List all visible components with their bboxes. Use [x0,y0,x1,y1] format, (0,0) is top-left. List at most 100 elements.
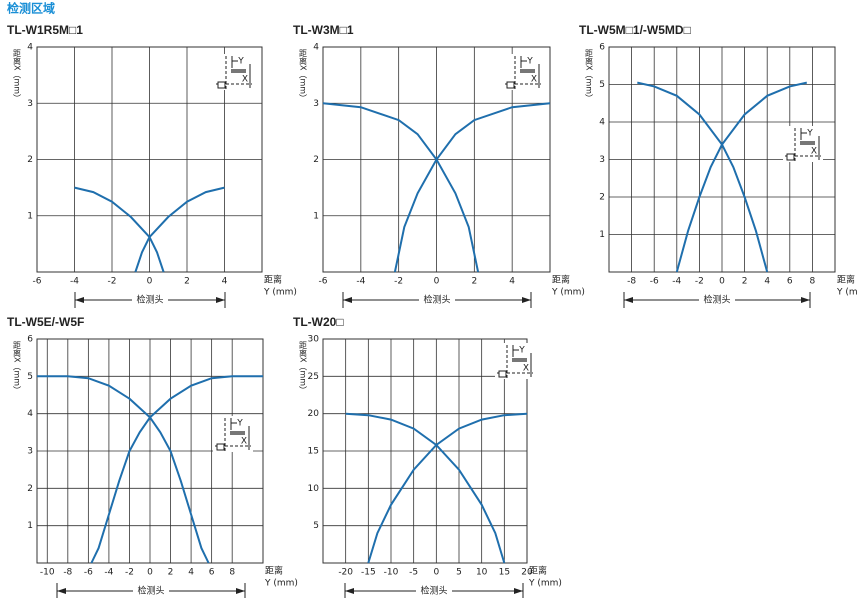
y-axis-label: 距离X（mm） [13,49,22,102]
y-tick-label: 3 [599,155,605,165]
annotation: 检测头 [136,294,163,306]
diagram-label: X [523,364,529,374]
x-tick-label: -10 [40,568,55,578]
y-tick-label: 6 [599,43,605,53]
y-tick-label: 2 [27,484,33,494]
y-tick-label: 1 [27,211,33,221]
x-tick-label: -2 [125,568,134,578]
y-tick-label: 5 [27,372,33,382]
diagram-label: Y [237,57,244,67]
y-tick-label: 15 [308,447,319,457]
x-tick-label: 5 [456,568,462,578]
y-tick-label: 5 [313,521,319,531]
x-tick-label: 4 [764,277,770,287]
x-axis-label: Y (mm) [264,579,298,589]
diagram-label: X [811,147,817,157]
icon-sensor [786,153,795,161]
x-tick-label: -10 [384,568,399,578]
x-tick-label: -6 [33,277,42,287]
y-tick-label: 4 [599,118,605,128]
icon-sensor [506,81,515,89]
x-tick-label: 6 [787,277,793,287]
label-bg [132,294,168,306]
x-tick-label: 0 [147,568,153,578]
y-tick-label: 5 [599,80,605,90]
x-tick-label: 8 [229,568,235,578]
y-tick-label: 6 [27,335,33,345]
arrow-head [236,588,245,594]
label-bg [133,585,169,597]
arrow-head [522,297,531,303]
annotation: 检测头 [703,294,730,306]
x-tick-label: 0 [434,277,440,287]
x-tick-label: 2 [168,568,174,578]
label-bg [416,585,452,597]
x-tick-label: -8 [627,277,636,287]
icon-sensor [498,370,507,378]
y-axis-label: 距离X（mm） [299,49,308,102]
diagram-label: X [241,437,247,447]
arrow-head [216,297,225,303]
y-axis-label: 距离X（mm） [299,341,308,394]
x-tick-label: -5 [409,568,418,578]
arrow-head [624,297,633,303]
curve [74,186,165,273]
chart-title: TL-W5E/-W5F [7,315,84,329]
y-axis-label: 距离X（mm） [13,341,22,394]
curve [675,81,808,273]
x-tick-label: -6 [84,568,93,578]
y-tick-label: 2 [599,193,605,203]
curve [322,102,480,273]
x-tick-label: -15 [361,568,376,578]
y-tick-label: 3 [27,447,33,457]
y-tick-label: 4 [27,43,33,53]
y-tick-label: 1 [27,521,33,531]
icon-target [800,141,815,145]
icon-target [512,358,527,362]
diagram-label: X [242,75,248,85]
y-tick-label: 2 [27,155,33,165]
x-tick-label: 2 [471,277,477,287]
x-tick-label: -2 [108,277,117,287]
x-axis-label: 距离 [529,565,547,577]
y-tick-label: 3 [313,99,319,109]
icon-target [520,69,535,73]
arrow-head [514,588,523,594]
chart-title: TL-W1R5M□1 [7,23,83,37]
x-axis-label: 距离 [265,565,283,577]
arrow-head [801,297,810,303]
y-tick-label: 2 [313,155,319,165]
y-axis-label: 距离X（mm） [585,49,594,102]
y-tick-label: 4 [313,43,319,53]
diagram-label: Y [518,346,525,356]
diagram-label: X [531,75,537,85]
x-tick-label: -8 [63,568,72,578]
x-tick-label: 2 [742,277,748,287]
chart-title: TL-W20□ [293,315,344,329]
x-tick-label: -4 [104,568,113,578]
y-tick-label: 30 [308,335,320,345]
annotation: 检测头 [137,585,164,597]
y-tick-label: 25 [308,372,319,382]
curve [393,102,551,273]
x-tick-label: 10 [476,568,488,578]
x-axis-label: Y (mm) [528,579,562,589]
page-title: 检测区域 [7,1,55,16]
x-tick-label: -4 [70,277,79,287]
x-tick-label: 2 [184,277,190,287]
curve [90,375,263,564]
icon-target [231,69,246,73]
x-tick-label: -6 [319,277,328,287]
x-tick-label: 4 [188,568,194,578]
x-tick-label: -2 [695,277,704,287]
y-tick-label: 4 [27,409,33,419]
curve [37,375,210,564]
arrow-head [345,588,354,594]
x-tick-label: 0 [433,568,439,578]
icon-target [230,431,245,435]
chart-title: TL-W5M□1/-W5MD□ [579,23,691,37]
arrow-head [343,297,352,303]
x-tick-label: 0 [719,277,725,287]
x-axis-label: 距离 [264,274,282,286]
label-bg [699,294,735,306]
